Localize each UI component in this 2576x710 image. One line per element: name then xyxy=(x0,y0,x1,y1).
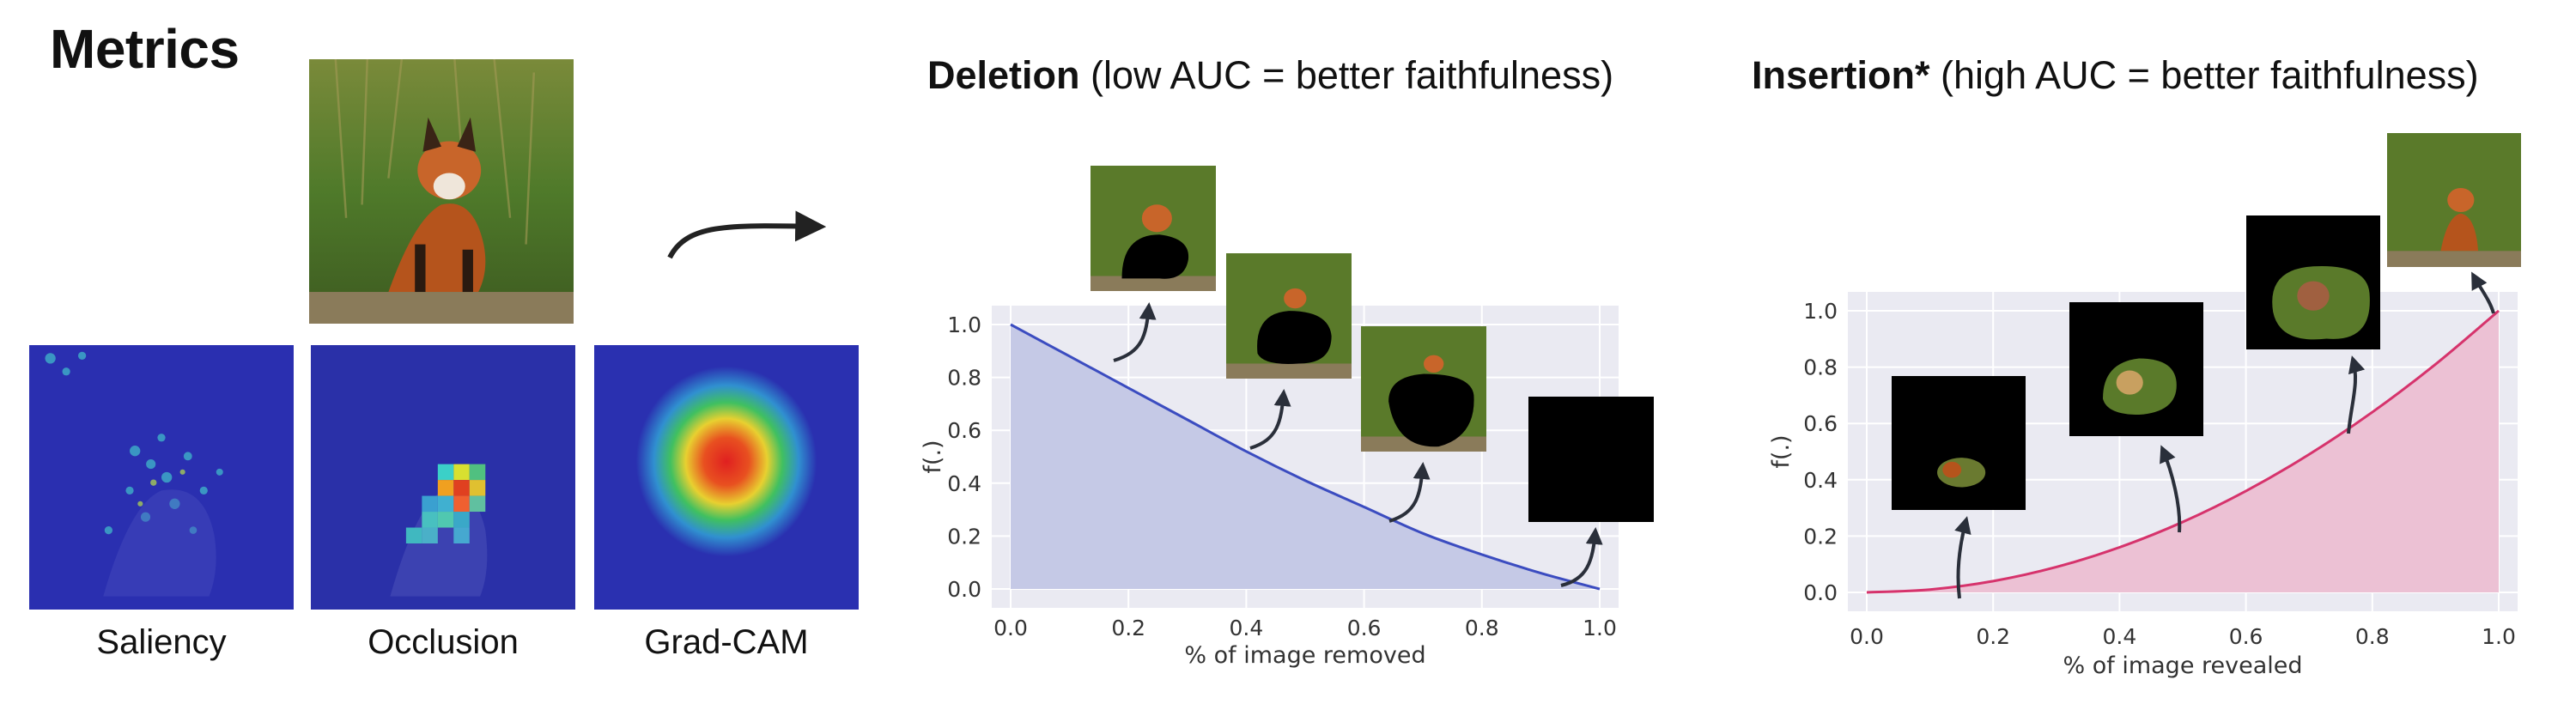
deletion-xtick-label: 0.6 xyxy=(1347,616,1382,640)
insertion-ytick-label: 1.0 xyxy=(1803,299,1838,324)
insertion-ylabel: f(.) xyxy=(1768,434,1795,468)
insertion-xtick-label: 0.8 xyxy=(2355,624,2390,649)
deletion-ytick-label: 0.0 xyxy=(947,577,981,602)
gradcam-map xyxy=(594,345,859,610)
deletion-arrow-3 xyxy=(1388,462,1431,523)
insertion-ytick-label: 0.8 xyxy=(1803,355,1838,380)
deletion-ylabel: f(.) xyxy=(920,440,946,473)
insertion-xtick-label: 0.0 xyxy=(1850,624,1884,649)
insertion-xtick-label: 0.4 xyxy=(2103,624,2137,649)
deletion-ytick-label: 0.2 xyxy=(947,524,981,549)
deletion-ytick-label: 1.0 xyxy=(947,313,981,337)
gradcam-caption: Grad-CAM xyxy=(644,623,809,661)
deletion-ytick-label: 0.8 xyxy=(947,366,981,391)
insertion-title: Insertion* (high AUC = better faithfulne… xyxy=(1752,53,2479,98)
insertion-thumb-2 xyxy=(2069,302,2203,436)
insertion-ytick-label: 0.4 xyxy=(1803,468,1838,493)
deletion-xtick-label: 0.2 xyxy=(1111,616,1145,640)
fox-photo xyxy=(309,59,574,324)
insertion-xtick-label: 1.0 xyxy=(2482,624,2516,649)
deletion-title-bold: Deletion xyxy=(927,53,1080,97)
saliency-map xyxy=(29,345,294,610)
deletion-thumb-4 xyxy=(1528,397,1654,522)
deletion-thumb-2 xyxy=(1226,253,1352,379)
occlusion-map xyxy=(311,345,575,610)
insertion-arrow-4 xyxy=(2471,271,2495,314)
deletion-title: Deletion (low AUC = better faithfulness) xyxy=(927,53,1613,98)
insertion-xlabel: % of image revealed xyxy=(2063,652,2302,679)
insertion-xtick-label: 0.2 xyxy=(1976,624,2010,649)
occlusion-caption: Occlusion xyxy=(368,623,519,661)
deletion-ytick-label: 0.4 xyxy=(947,471,981,496)
deletion-xtick-label: 0.8 xyxy=(1465,616,1499,640)
deletion-xtick-label: 1.0 xyxy=(1583,616,1617,640)
deletion-arrow-2 xyxy=(1249,389,1291,450)
insertion-arrow-3 xyxy=(2347,355,2366,434)
insertion-ytick-label: 0.2 xyxy=(1803,524,1838,549)
insertion-ytick-label: 0.6 xyxy=(1803,411,1838,436)
deletion-title-rest: (low AUC = better faithfulness) xyxy=(1079,53,1614,97)
deletion-xlabel: % of image removed xyxy=(1184,642,1425,669)
insertion-arrow-2 xyxy=(2160,445,2182,533)
deletion-thumb-1 xyxy=(1091,166,1216,291)
insertion-title-rest: (high AUC = better faithfulness) xyxy=(1929,53,2479,97)
deletion-ytick-label: 0.6 xyxy=(947,418,981,443)
deletion-thumb-3 xyxy=(1361,326,1486,452)
deletion-arrow-1 xyxy=(1113,302,1157,362)
insertion-arrow-1 xyxy=(1954,516,1971,599)
deletion-arrow-4 xyxy=(1560,527,1603,587)
insertion-thumb-1 xyxy=(1892,376,2026,510)
page-title: Metrics xyxy=(50,18,240,80)
insertion-xtick-label: 0.6 xyxy=(2229,624,2263,649)
deletion-xtick-label: 0.0 xyxy=(993,616,1028,640)
insertion-thumb-3 xyxy=(2246,215,2380,349)
insertion-title-bold: Insertion* xyxy=(1752,53,1930,97)
deletion-xtick-label: 0.4 xyxy=(1230,616,1264,640)
insertion-thumb-4 xyxy=(2387,133,2521,267)
saliency-caption: Saliency xyxy=(96,623,227,661)
insertion-ytick-label: 0.0 xyxy=(1803,580,1838,605)
